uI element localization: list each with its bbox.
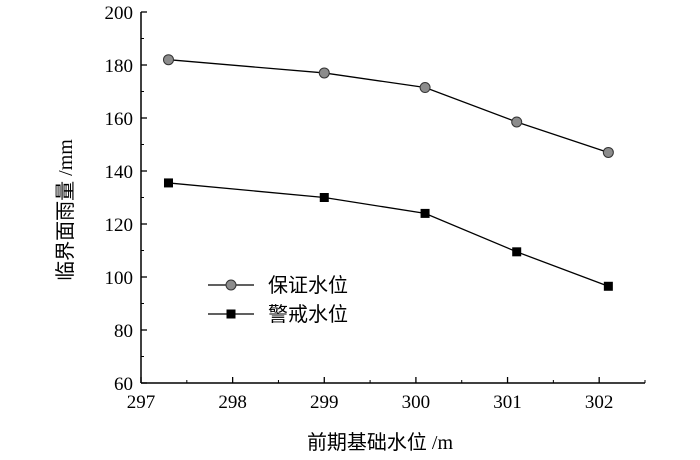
data-point: [511, 116, 523, 128]
x-ticks: 297 298 299 300 301 302: [127, 377, 646, 413]
legend-item: 警戒水位: [208, 303, 348, 326]
y-ticks: 60 80 100 120 140 160 180 200: [105, 3, 147, 395]
x-tick-label: 300: [402, 392, 431, 413]
data-point: [512, 247, 522, 257]
series-line: [168, 59, 609, 154]
axes: 297 298 299 300 301 302 60 80 100 120 140 160 180 20…: [105, 3, 646, 413]
y-tick-label: 180: [105, 56, 134, 77]
legend-marker: [225, 279, 237, 291]
legend-label: 警戒水位: [268, 303, 348, 326]
y-tick-label: 140: [105, 162, 134, 183]
x-tick-label: 302: [585, 392, 614, 413]
data-point: [420, 208, 430, 218]
x-tick-label: 298: [218, 392, 247, 413]
series-line: [168, 182, 609, 287]
data-point: [319, 193, 329, 202]
series-2: [163, 178, 613, 291]
y-tick-label: 100: [105, 268, 134, 289]
y-tick-label: 200: [105, 3, 134, 24]
x-axis-title: 前期基础水位 /m: [307, 431, 454, 454]
data-point: [162, 54, 174, 66]
data-point: [602, 146, 614, 158]
y-tick-label: 120: [105, 215, 134, 236]
y-tick-label: 160: [105, 109, 134, 130]
x-tick-label: 299: [310, 392, 339, 413]
data-point: [419, 82, 431, 94]
legend-item: 保证水位: [208, 274, 348, 297]
x-tick-label: 301: [493, 392, 522, 413]
data-point: [603, 281, 613, 291]
y-tick-label: 60: [114, 374, 133, 395]
x-tick-label: 297: [127, 392, 156, 413]
y-tick-label: 80: [114, 321, 133, 342]
data-point: [318, 67, 330, 79]
series-1: [162, 54, 614, 158]
legend-label: 保证水位: [268, 274, 348, 297]
y-axis-title: 临界面雨量 /mm: [54, 139, 77, 281]
series-layer: [162, 54, 614, 291]
legend-marker: [226, 309, 236, 319]
data-point: [163, 178, 173, 188]
